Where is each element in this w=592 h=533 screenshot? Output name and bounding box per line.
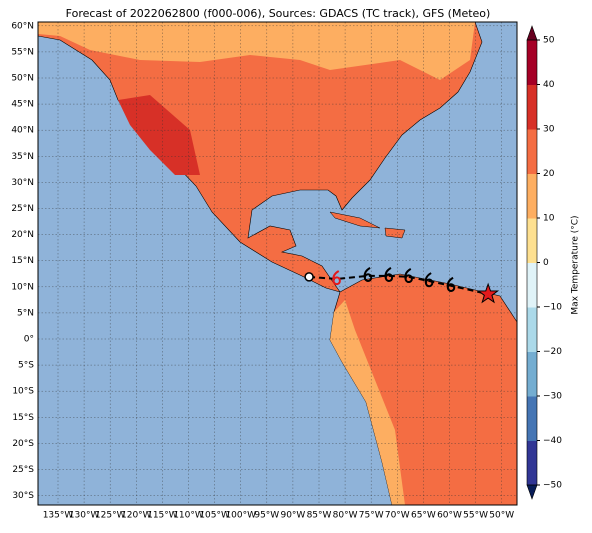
colorbar-segment	[527, 129, 537, 174]
colorbar-segment	[527, 351, 537, 397]
colorbar-segment	[527, 440, 537, 486]
colorbar-label: Max Temperature (°C)	[571, 215, 581, 314]
lat-label: 10°N	[11, 282, 34, 292]
lon-label: 120°W	[121, 511, 152, 521]
lon-label: 50°W	[489, 511, 514, 521]
colorbar-tick-label: −40	[543, 436, 562, 446]
lat-label: 25°N	[11, 204, 34, 214]
hispaniola	[384, 227, 406, 239]
colorbar-tick-label: −30	[543, 392, 562, 402]
lat-label: 50°N	[11, 74, 34, 84]
lon-label: 85°W	[307, 511, 332, 521]
lat-label: 30°N	[11, 178, 34, 188]
colorbar-segment	[527, 40, 537, 85]
lat-label: 0°	[24, 335, 34, 345]
lon-label: 100°W	[225, 511, 256, 521]
track-point	[304, 272, 314, 282]
colorbar-tick-label: −50	[543, 481, 562, 491]
track-point	[332, 270, 341, 286]
lon-label: 65°W	[411, 511, 436, 521]
colorbar-tick-label: −10	[543, 303, 562, 313]
colorbar-segment	[527, 262, 537, 308]
lon-label: 110°W	[173, 511, 204, 521]
lat-label: 60°N	[11, 21, 34, 31]
lat-label: 20°N	[11, 230, 34, 240]
colorbar-arrow	[526, 484, 538, 500]
lat-label: 10°S	[12, 387, 34, 397]
north-light	[38, 22, 475, 80]
lat-label: 15°N	[11, 256, 34, 266]
lat-label: 15°S	[12, 413, 34, 423]
lon-label: 125°W	[95, 511, 126, 521]
andes-light	[330, 300, 405, 505]
colorbar-tick-label: 50	[543, 36, 555, 46]
colorbar-segment	[527, 396, 537, 441]
colorbar-segment	[527, 173, 537, 219]
lat-label: 35°N	[11, 152, 34, 162]
lat-label: 30°S	[12, 491, 34, 501]
lon-label: 80°W	[333, 511, 358, 521]
colorbar-tick-label: 40	[543, 80, 555, 90]
lon-label: 105°W	[199, 511, 230, 521]
lon-label: 60°W	[437, 511, 462, 521]
lon-label: 70°W	[385, 511, 410, 521]
colorbar-tick-label: 0	[543, 258, 549, 268]
track-point	[404, 268, 413, 284]
lon-label: 55°W	[463, 511, 488, 521]
track-point	[446, 276, 456, 292]
lat-label: 5°S	[18, 361, 34, 371]
track-point	[363, 266, 373, 282]
lon-label: 75°W	[359, 511, 384, 521]
lon-label: 135°W	[43, 511, 74, 521]
track-point	[424, 272, 434, 288]
colorbar-arrow	[526, 25, 538, 41]
title: Forecast of 2022062800 (f000-006), Sourc…	[66, 7, 491, 20]
colorbar-tick-label: −20	[543, 347, 562, 357]
lon-label: 115°W	[147, 511, 178, 521]
track-line	[309, 274, 489, 296]
lat-label: 5°N	[17, 308, 34, 318]
lat-label: 45°N	[11, 100, 34, 110]
map-frame	[37, 21, 518, 506]
colorbar-segment	[527, 84, 537, 130]
lon-label: 90°W	[280, 511, 305, 521]
track-point	[384, 266, 394, 282]
colorbar-segment	[527, 307, 537, 352]
lat-label: 55°N	[11, 47, 34, 57]
track-point	[477, 282, 500, 304]
lon-label: 130°W	[69, 511, 100, 521]
us-southwest-hot	[118, 95, 200, 175]
map	[38, 22, 517, 505]
colorbar-tick-label: 20	[543, 169, 555, 179]
cuba	[329, 211, 381, 229]
colorbar-tick-label: 30	[543, 125, 555, 135]
colorbar-tick-label: 10	[543, 214, 555, 224]
lat-label: 40°N	[11, 126, 34, 136]
lon-label: 95°W	[254, 511, 279, 521]
colorbar-segment	[527, 218, 537, 263]
lat-label: 20°S	[12, 439, 34, 449]
lat-label: 25°S	[12, 465, 34, 475]
